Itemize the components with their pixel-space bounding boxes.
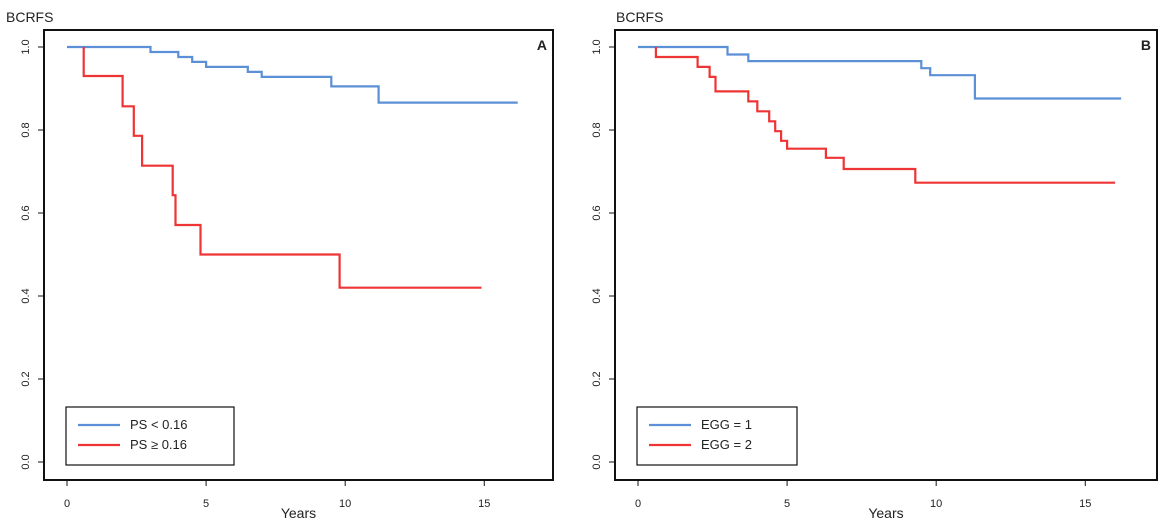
series-line-blue — [638, 45, 1122, 100]
legend-box — [65, 406, 235, 466]
x-tick-label: 15 — [478, 498, 490, 510]
x-tick-label: 0 — [635, 498, 641, 510]
y-tick-label: 0.8 — [591, 122, 603, 137]
x-tick-label: 10 — [930, 498, 942, 510]
y-tick-label: 0.8 — [20, 122, 32, 137]
y-tick-label: 0.4 — [20, 288, 32, 303]
y-tick-label: 0.6 — [20, 205, 32, 220]
x-tick-label: 15 — [1079, 498, 1091, 510]
y-tick-label: 0.6 — [591, 205, 603, 220]
y-tick-label: 1.0 — [591, 39, 603, 54]
y-tick-label: 0.4 — [591, 288, 603, 303]
x-axis-label: Years — [868, 505, 903, 521]
legend-label: EGG = 1 — [701, 417, 752, 432]
panel-label: B — [1141, 37, 1151, 53]
legend-label: PS ≥ 0.16 — [130, 437, 187, 452]
legend-box — [636, 406, 798, 466]
plot-frame — [43, 29, 554, 481]
x-tick-label: 5 — [203, 498, 209, 510]
panel-label: A — [537, 37, 547, 53]
x-axis-label: Years — [281, 505, 316, 521]
y-tick-label: 1.0 — [20, 39, 32, 54]
y-tick-label: 0.0 — [591, 454, 603, 469]
y-tick-label: 0.2 — [591, 371, 603, 386]
x-tick-label: 10 — [339, 498, 351, 510]
legend-label: EGG = 2 — [701, 437, 752, 452]
legend-label: PS < 0.16 — [130, 417, 187, 432]
x-tick-label: 5 — [784, 498, 790, 510]
y-tick-label: 0.2 — [20, 371, 32, 386]
plot-frame — [614, 29, 1158, 481]
series-line-blue — [67, 45, 518, 104]
chart-panel-a: BCRFS A 0.0 0.2 0.4 0.6 0.8 1.0 0 5 10 15 Years PS < … — [6, 9, 554, 521]
y-axis-label: BCRFS — [616, 9, 663, 25]
series-line-red — [82, 47, 482, 289]
y-tick-label: 0.0 — [20, 454, 32, 469]
series-line-red — [654, 47, 1116, 184]
chart-panel-b: BCRFS B 0.0 0.2 0.4 0.6 0.8 1.0 0 5 10 15 Years EGG =… — [591, 9, 1158, 521]
y-axis-label: BCRFS — [6, 9, 53, 25]
x-tick-label: 0 — [64, 498, 70, 510]
